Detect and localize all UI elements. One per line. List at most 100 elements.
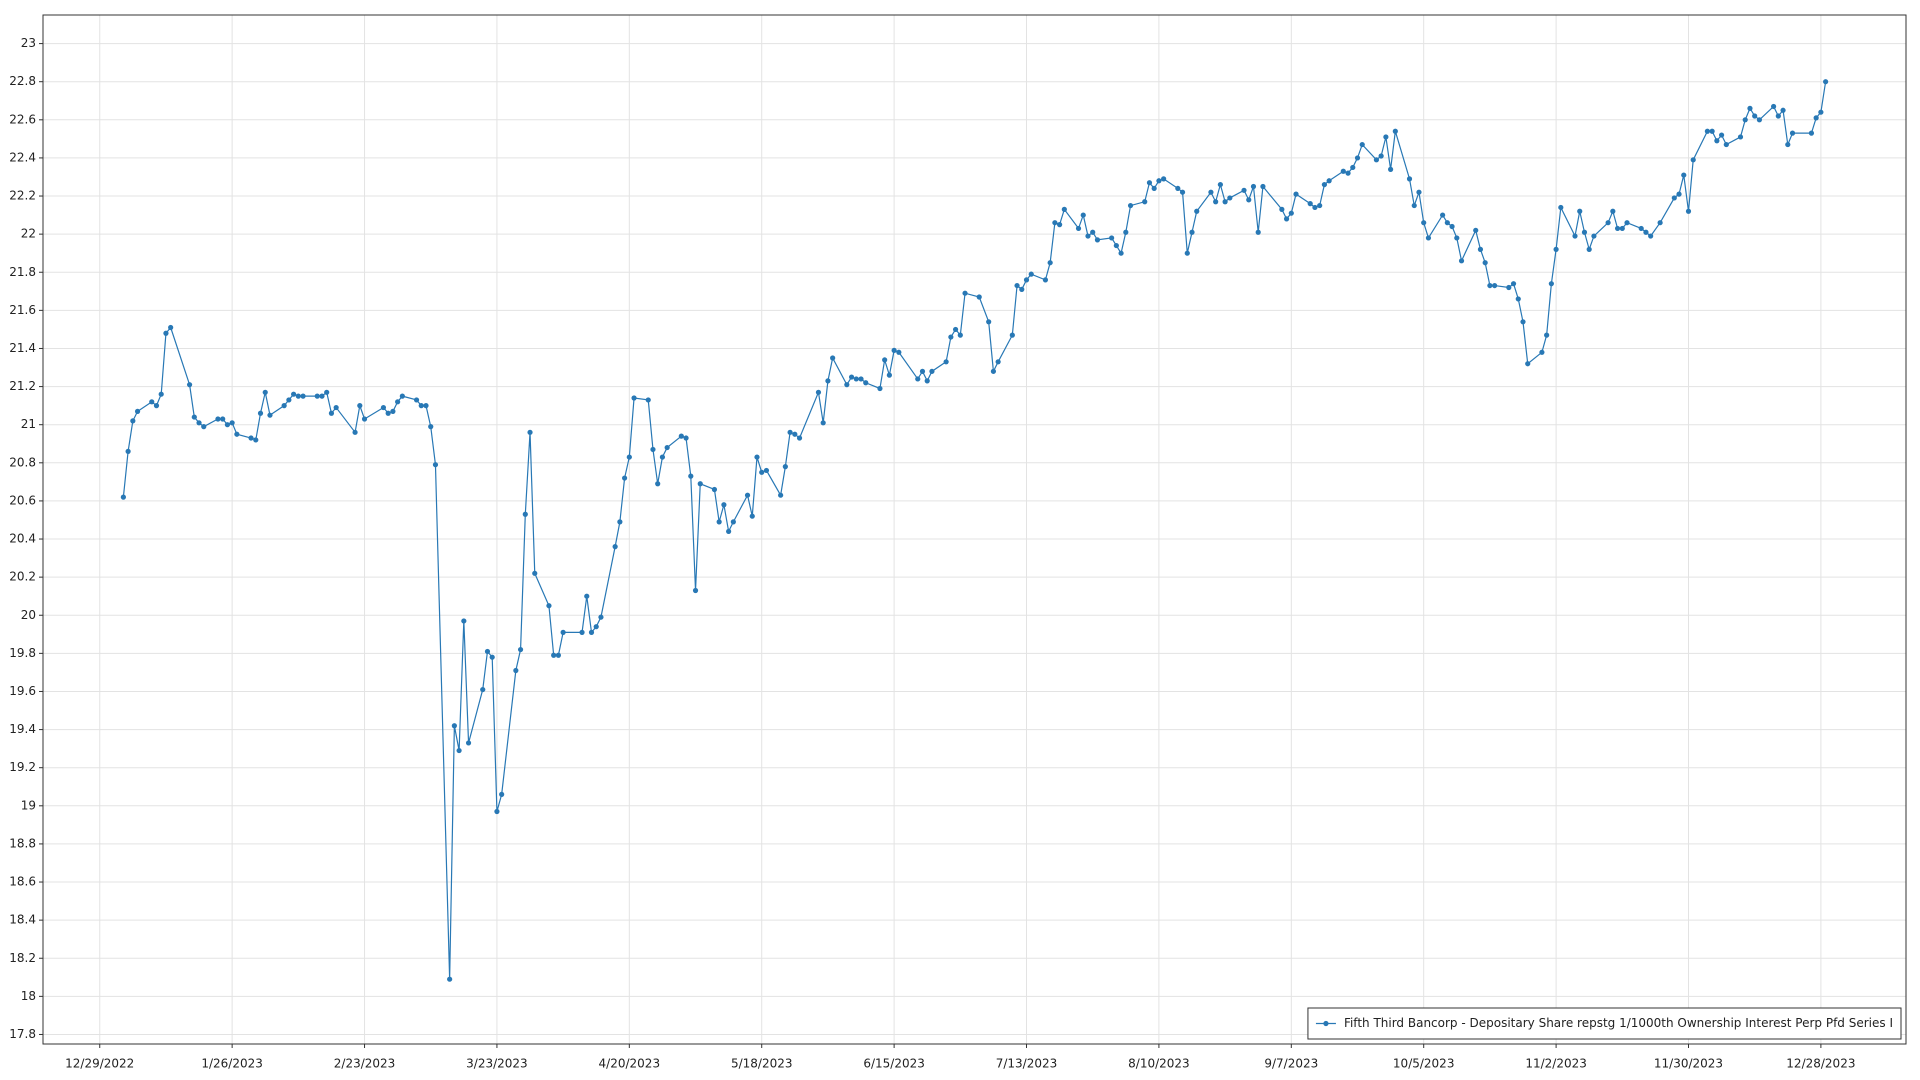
- point: [257, 410, 264, 416]
- point: [886, 372, 892, 378]
- y-tick-label: 18: [21, 989, 36, 1003]
- point: [248, 435, 254, 441]
- point: [763, 467, 770, 474]
- point: [1227, 195, 1233, 201]
- point: [1085, 233, 1091, 239]
- point: [1113, 242, 1119, 249]
- point: [1487, 282, 1493, 289]
- point: [1747, 105, 1753, 111]
- y-tick-label: 19: [21, 798, 36, 812]
- point: [1416, 189, 1422, 195]
- point: [1454, 235, 1460, 241]
- point: [1222, 199, 1228, 205]
- point: [215, 416, 221, 422]
- point: [1492, 282, 1498, 289]
- x-tick-label: 11/2/2023: [1525, 1057, 1587, 1071]
- point: [621, 475, 628, 481]
- point: [1123, 229, 1129, 235]
- x-tick-label: 12/28/2023: [1786, 1057, 1855, 1071]
- x-tick-label: 7/13/2023: [996, 1057, 1058, 1071]
- point: [1525, 361, 1531, 367]
- point: [579, 629, 585, 636]
- point: [1506, 284, 1512, 291]
- legend-label: Fifth Third Bancorp - Depositary Share r…: [1344, 1016, 1893, 1030]
- y-tick-label: 22.4: [9, 150, 36, 164]
- x-tick-label: 2/23/2023: [334, 1057, 396, 1071]
- point: [300, 393, 306, 399]
- y-tick-label: 19.6: [9, 684, 36, 698]
- point: [1250, 183, 1257, 190]
- point: [395, 399, 401, 405]
- y-tick-label: 21.6: [9, 303, 36, 317]
- point: [1307, 201, 1313, 207]
- point: [664, 444, 670, 451]
- point: [1175, 185, 1181, 192]
- point: [1473, 227, 1479, 233]
- legend-swatch-marker: [1323, 1020, 1329, 1027]
- point: [1217, 181, 1223, 188]
- point: [943, 359, 949, 365]
- point: [1326, 178, 1332, 184]
- point: [1818, 109, 1824, 115]
- point: [1477, 246, 1484, 252]
- y-tick-label: 21.2: [9, 379, 36, 393]
- point: [324, 389, 330, 395]
- point: [1737, 134, 1744, 140]
- point: [1780, 107, 1786, 113]
- point: [929, 368, 935, 374]
- point: [1723, 141, 1729, 148]
- point: [1685, 208, 1692, 214]
- point: [1558, 204, 1564, 211]
- point: [1690, 157, 1696, 163]
- y-tick-label: 22.8: [9, 74, 36, 88]
- point: [896, 349, 902, 355]
- point: [1704, 128, 1711, 134]
- point: [1425, 235, 1432, 241]
- point: [527, 429, 533, 435]
- point: [465, 740, 472, 746]
- point: [499, 791, 505, 797]
- point: [1373, 157, 1380, 163]
- point: [1718, 132, 1725, 138]
- legend-item: Fifth Third Bancorp - Depositary Share r…: [1315, 1016, 1893, 1030]
- point: [1709, 128, 1715, 134]
- point: [877, 385, 883, 392]
- point: [1458, 258, 1465, 264]
- point: [1714, 138, 1720, 144]
- point: [1189, 229, 1195, 235]
- point: [413, 397, 420, 403]
- point: [915, 376, 921, 382]
- point: [1444, 220, 1450, 226]
- point: [390, 408, 396, 414]
- point: [546, 603, 552, 609]
- point: [191, 414, 197, 420]
- point: [825, 378, 831, 384]
- point: [1586, 246, 1592, 252]
- x-tick-label: 5/18/2023: [731, 1057, 793, 1071]
- point: [815, 389, 822, 395]
- point: [551, 652, 557, 658]
- y-tick-label: 22.6: [9, 112, 36, 126]
- point: [1785, 141, 1791, 148]
- point: [1520, 319, 1526, 325]
- point: [447, 976, 453, 982]
- point: [461, 618, 467, 624]
- point: [659, 454, 666, 460]
- plot-frame: [42, 14, 1907, 1045]
- point: [158, 391, 164, 397]
- point: [891, 347, 897, 353]
- point: [1109, 235, 1115, 241]
- point: [617, 519, 623, 525]
- point: [778, 492, 784, 498]
- point: [291, 391, 297, 397]
- legend-box: [1307, 1007, 1902, 1040]
- point: [224, 422, 231, 428]
- x-tick-label: 11/30/2023: [1654, 1057, 1723, 1071]
- point: [716, 519, 722, 525]
- point: [186, 382, 193, 388]
- point: [1449, 223, 1455, 230]
- point: [1354, 155, 1361, 161]
- point: [1671, 195, 1677, 201]
